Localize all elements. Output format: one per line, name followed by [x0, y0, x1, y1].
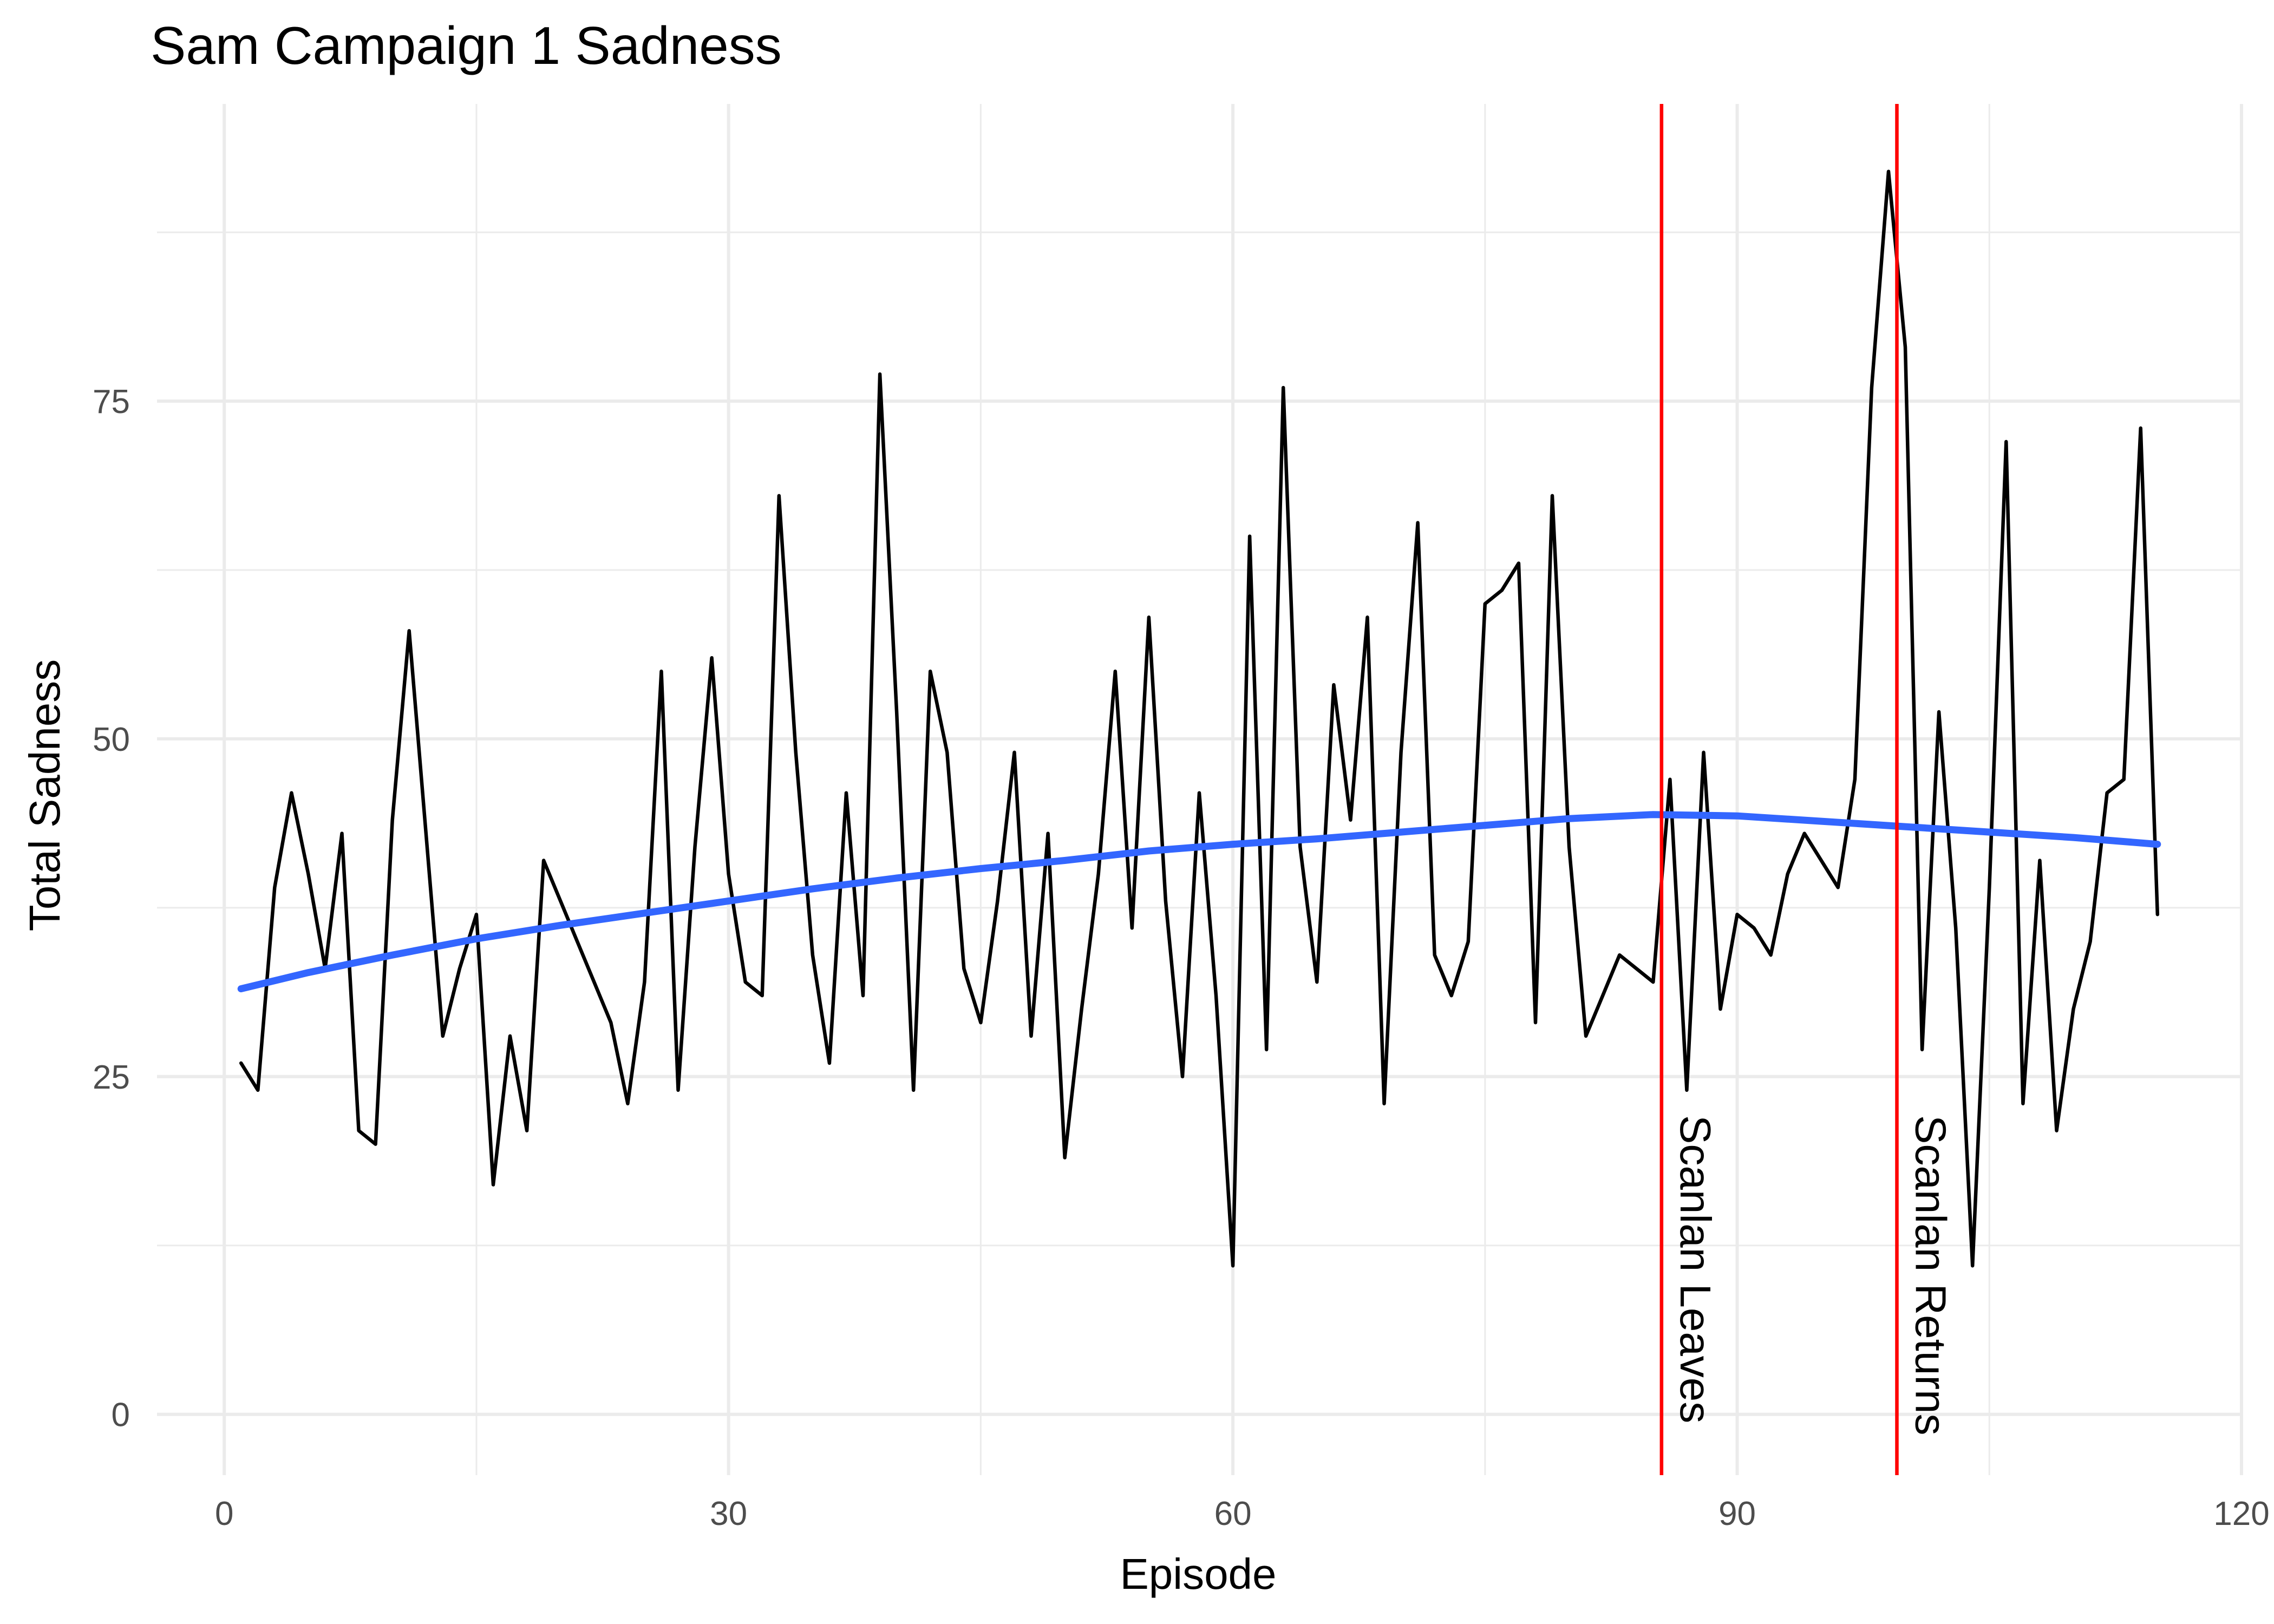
- chart-title: Sam Campaign 1 Sadness: [151, 16, 782, 75]
- reference-vline-label: Scanlan Returns: [1907, 1115, 1955, 1435]
- y-tick-label: 75: [93, 383, 130, 421]
- x-axis-title: Episode: [1120, 1550, 1276, 1598]
- x-tick-label: 30: [710, 1495, 747, 1533]
- smooth-trend-line: [237, 811, 2161, 993]
- grid: [157, 104, 2243, 1475]
- sadness-series-line: [239, 169, 2160, 1268]
- y-tick-label: 50: [93, 721, 130, 758]
- ticks-layer: 0 30 60 90 120 0 25 50 75: [93, 383, 2270, 1533]
- y-tick-label: 25: [93, 1059, 130, 1096]
- series-layer: [237, 169, 2161, 1268]
- x-tick-label: 60: [1214, 1495, 1252, 1533]
- reference-vline-label: Scanlan Leaves: [1671, 1115, 1720, 1423]
- y-tick-label: 0: [112, 1397, 130, 1434]
- vline-layer: Scanlan Leaves Scanlan Returns: [1659, 104, 1955, 1475]
- x-tick-label: 90: [1718, 1495, 1756, 1533]
- y-axis-title: Total Sadness: [21, 659, 69, 932]
- x-tick-label: 120: [2213, 1495, 2269, 1533]
- x-tick-label: 0: [215, 1495, 233, 1533]
